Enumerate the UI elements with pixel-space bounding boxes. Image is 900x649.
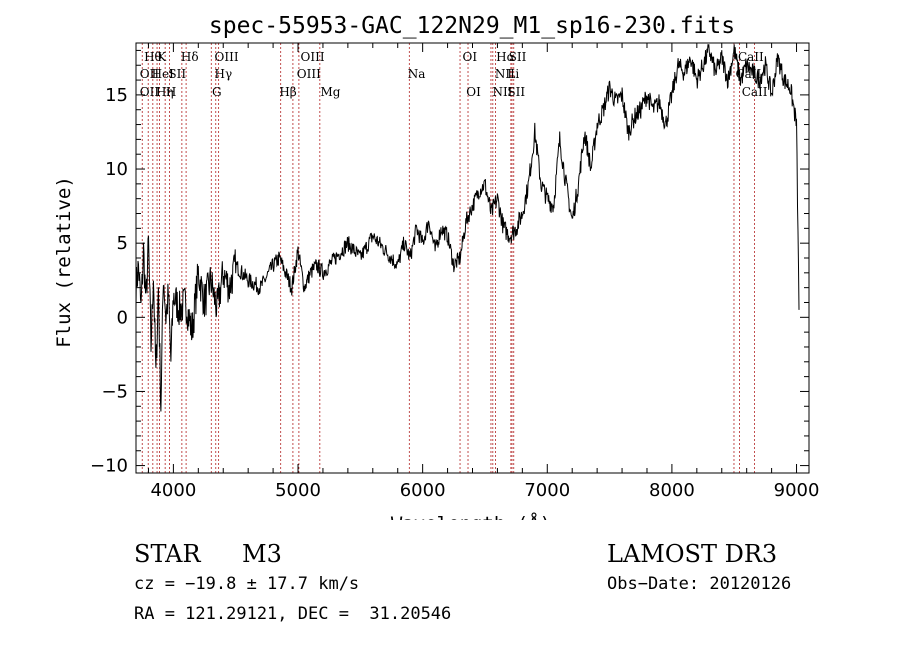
x-axis-label: Wavelength (Å) [391,512,551,520]
axis-ticks: 4000 5000 6000 7000 8000 9000 −10 −5 0 5 10 15 [90,43,819,501]
spectral-line-label: CaII [738,50,764,64]
spectral-line-label: Hη [156,85,174,99]
spectrum-chart: spec-55953-GAC_122N29_M1_sp16-230.fits F… [53,13,819,520]
x-tick-label: 8000 [649,480,695,501]
spectral-line-label: HeI [152,67,175,81]
series-group [135,43,800,412]
y-axis-label: Flux (relative) [53,176,75,348]
y-tick-label: 10 [105,159,128,180]
chart-title: spec-55953-GAC_122N29_M1_sp16-230.fits [209,13,735,39]
spectral-line-label: OII [140,67,160,81]
spectral-line-label: CaII [742,85,768,99]
spectral-line-label: NII [492,85,512,99]
spectral-line-label: Li [507,67,519,81]
object-type: STAR [134,540,201,568]
spectral-line-label: OII [140,85,160,99]
spectral-line-label: Hβ [279,85,296,99]
y-tick-label: −5 [101,381,128,402]
spectral-line-label: OIII [301,50,325,64]
spectral-line-label: SII [507,85,525,99]
spectral-line-label: OI [463,50,478,64]
plot-frame [135,42,810,474]
x-tick-label: 7000 [524,480,570,501]
spectral-line-label: K [157,50,167,64]
spectral-line-label: Mg [320,85,340,99]
x-tick-label: 6000 [400,480,446,501]
spectral-line-label: Na [408,67,426,81]
spectral-line-label: Hδ [181,50,199,64]
spectral-line-label: G [212,85,222,99]
x-tick-label: 9000 [774,480,820,501]
spectral-line-label: OIII [297,67,321,81]
redshift-cz: cz = −19.8 ± 17.7 km/s [134,574,360,594]
spectral-line-label: SII [168,67,186,81]
survey-name: LAMOST DR3 [607,540,778,568]
y-tick-label: 5 [117,233,128,254]
spectral-line-label: OIII [215,50,239,64]
x-tick-label: 5000 [275,480,321,501]
y-tick-label: 15 [105,85,128,106]
spectral-line-label: NII [495,67,515,81]
coordinates: RA = 121.29121, DEC = 31.20546 [134,604,452,624]
spectral-line-label: Hθ [144,50,162,64]
y-tick-label: −10 [90,456,128,477]
spectral-line-label: H [166,85,176,99]
spectral-line-label: Hγ [215,67,233,81]
x-tick-label: 4000 [150,480,196,501]
observation-date: Obs−Date: 20120126 [607,574,792,594]
spectral-line-label: OI [466,85,481,99]
series-flux [135,43,800,412]
spectral-line-label: Hα [496,50,515,64]
y-tick-label: 0 [117,307,128,328]
spectral-line-label: SII [509,50,527,64]
object-subclass: M3 [242,540,282,568]
